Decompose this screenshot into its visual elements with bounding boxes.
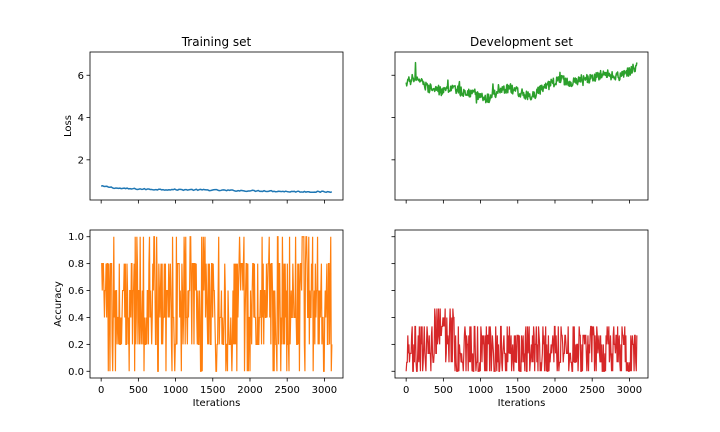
x-tick-label: 0 — [98, 385, 104, 396]
axis-ticks: 0 500 1000 1500 2000 2500 3000 — [391, 236, 642, 396]
panel-development-loss: Development set — [391, 35, 649, 204]
series-line — [101, 236, 333, 372]
x-tick-label: 500 — [434, 385, 453, 396]
y-tick-label: 0.6 — [68, 286, 84, 297]
series-line — [405, 61, 638, 104]
y-axis-label: Accuracy — [53, 281, 64, 327]
plot-area — [405, 308, 638, 372]
y-axis-label: Loss — [63, 115, 74, 137]
x-tick-label: 1500 — [200, 385, 225, 396]
x-axis-label: Iterations — [498, 398, 546, 409]
axes-frame — [89, 51, 344, 201]
x-tick-label: 2500 — [579, 385, 604, 396]
panel-training-loss: Training set Loss 2 4 6 — [63, 35, 344, 204]
y-tick-label: 0.2 — [68, 340, 84, 351]
x-tick-label: 2000 — [237, 385, 262, 396]
y-tick-label: 2 — [78, 155, 84, 166]
y-tick-label: 1.0 — [68, 232, 84, 243]
y-tick-label: 4 — [78, 113, 84, 124]
y-tick-label: 0.0 — [68, 367, 84, 378]
plot-area — [100, 185, 333, 194]
axes-frame — [394, 229, 649, 379]
panel-title: Development set — [470, 35, 573, 49]
x-tick-label: 500 — [129, 385, 148, 396]
panel-development-accuracy: Iterations 0 500 1000 1500 2000 2500 3000 — [391, 229, 649, 409]
x-axis-label: Iterations — [193, 398, 241, 409]
y-tick-label: 0.4 — [68, 313, 84, 324]
x-tick-label: 1000 — [468, 385, 493, 396]
x-tick-label: 3000 — [312, 385, 337, 396]
plot-area — [405, 61, 638, 104]
x-tick-label: 1500 — [505, 385, 530, 396]
y-tick-label: 0.8 — [68, 259, 84, 270]
panel-title: Training set — [181, 35, 252, 49]
x-tick-label: 2000 — [542, 385, 567, 396]
x-tick-label: 3000 — [617, 385, 642, 396]
axis-ticks: 0 500 1000 1500 2000 2500 3000 0.0 0.2 0.4 0.6 0.8 1… — [68, 232, 337, 396]
plot-area — [101, 236, 333, 372]
x-tick-label: 1000 — [163, 385, 188, 396]
series-line — [405, 308, 638, 372]
panel-training-accuracy: Accuracy Iterations 0 500 1000 1500 2000 2500… — [53, 229, 344, 409]
axes-frame — [89, 229, 344, 379]
x-tick-label: 2500 — [274, 385, 299, 396]
axis-ticks: 2 4 6 — [78, 71, 325, 204]
series-line — [100, 185, 333, 194]
axis-ticks — [391, 74, 630, 204]
y-tick-label: 6 — [78, 71, 84, 82]
x-tick-label: 0 — [403, 385, 409, 396]
axes-frame — [394, 51, 649, 201]
